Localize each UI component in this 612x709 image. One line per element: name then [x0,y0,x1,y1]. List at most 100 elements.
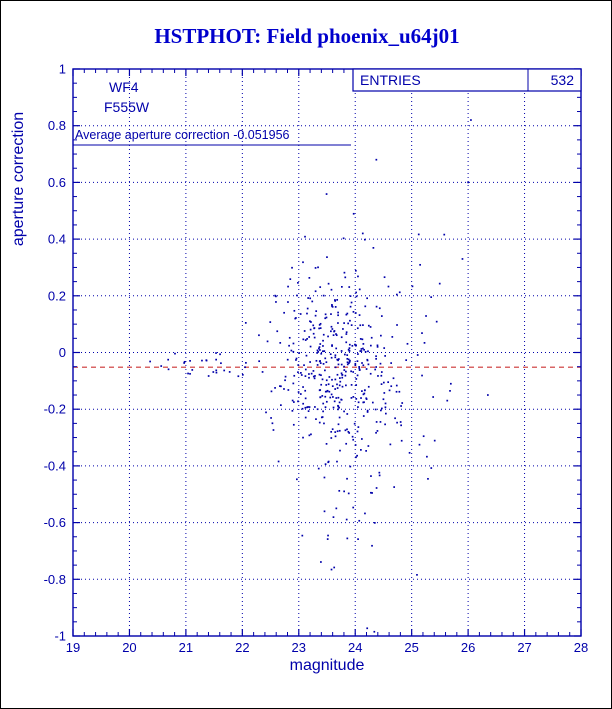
data-point [362,343,365,345]
data-point [349,319,351,322]
data-point [308,434,311,437]
data-point [315,310,318,312]
data-point [358,367,361,370]
plot-frame [72,68,582,637]
data-point [324,390,327,393]
data-point [348,350,351,352]
data-point [352,438,355,441]
data-point [349,295,352,297]
data-point [265,411,267,414]
data-point [304,375,307,377]
data-point [384,402,387,405]
data-point [301,534,304,537]
data-point [319,343,322,345]
data-point [336,383,338,386]
data-point [305,354,308,357]
data-point [304,397,307,400]
data-point [375,355,377,358]
data-point [327,383,330,386]
data-point [360,449,362,451]
data-point [361,232,364,235]
data-point [331,428,334,431]
data-point [390,362,393,364]
data-point [388,389,391,392]
data-point [369,344,372,347]
data-point [344,374,347,377]
data-point [335,333,337,335]
data-point [350,397,353,399]
stat-box-frame [352,68,582,92]
data-point [360,397,362,399]
data-point [333,330,335,333]
data-point [310,372,313,375]
data-point [292,382,295,385]
data-point [350,384,353,386]
data-point [352,310,355,313]
data-point [323,476,326,479]
data-point [307,410,310,412]
data-point [376,346,379,348]
data-point [470,119,472,121]
data-point [322,402,325,405]
data-point [375,431,377,434]
data-point [316,408,319,411]
data-point [343,353,346,356]
data-point [326,256,328,259]
data-point [315,359,318,362]
data-point [320,352,323,355]
stat-entries-value: 532 [551,72,575,88]
y-tick-label: 1 [59,62,66,77]
data-point [408,451,411,454]
data-point [189,372,191,375]
data-point [326,538,329,540]
data-point [324,357,327,360]
data-point [336,460,338,463]
data-point [396,421,398,424]
data-point [338,416,341,419]
data-point [419,263,421,266]
data-point [378,307,381,310]
data-point [212,371,215,373]
data-point [417,233,420,236]
data-point [346,363,349,366]
data-point [364,350,367,353]
data-point [293,401,295,403]
data-point [316,364,319,366]
data-point [292,423,295,426]
data-point [276,330,279,333]
data-point [306,312,308,315]
data-point [349,359,351,362]
data-point [332,396,334,398]
x-axis-title: magnitude [290,657,365,674]
data-point [319,362,322,364]
data-point [167,358,170,361]
data-point [300,372,302,374]
data-point [346,361,349,364]
data-point [297,400,299,403]
data-point [325,361,328,364]
data-point [400,405,402,407]
data-point [367,385,370,388]
data-point [362,393,365,396]
data-point [378,474,381,477]
data-point [354,312,357,314]
data-point [309,345,312,348]
data-point [461,258,464,260]
data-point [336,430,339,433]
data-point [314,290,317,293]
data-point [304,406,307,409]
data-point [330,330,332,333]
data-point [306,337,308,340]
data-point [390,385,393,388]
data-point [317,467,320,470]
data-point [219,353,221,356]
y-tick-label: -0.6 [44,515,66,530]
data-point [338,429,341,432]
data-point [352,396,355,398]
data-point [322,345,324,347]
data-point [306,406,308,409]
y-tick-label: -1 [54,629,66,644]
data-point [332,334,335,337]
data-point [300,374,303,376]
data-point [312,332,315,335]
